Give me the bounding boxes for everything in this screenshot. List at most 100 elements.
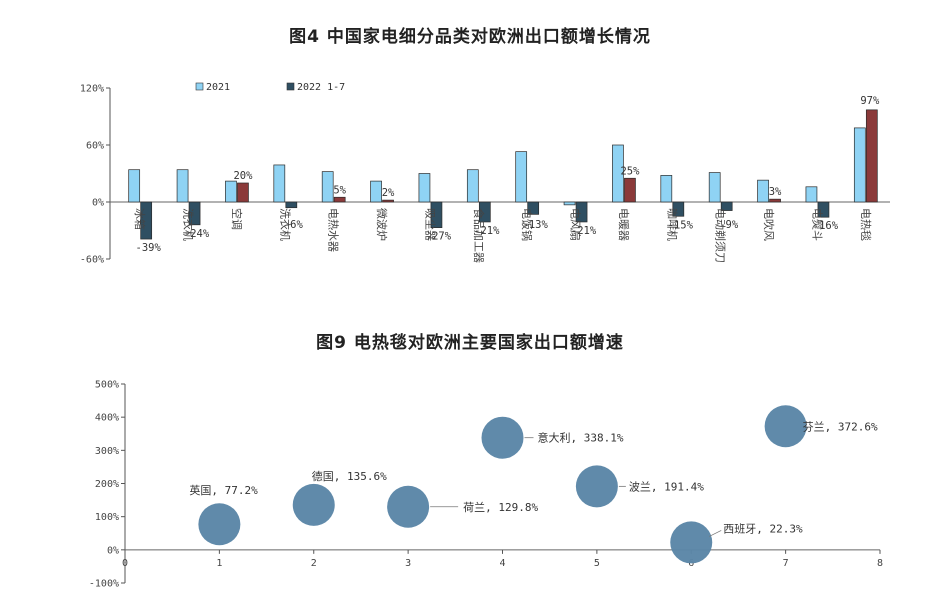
bubble-point	[481, 416, 524, 459]
legend-label: 2021	[206, 82, 230, 93]
x-tick-label: 7	[783, 558, 789, 569]
bar-2021	[708, 172, 721, 203]
category-label: 电暖器	[617, 208, 630, 241]
y-tick-label: 60%	[86, 141, 104, 152]
bubble-point	[670, 521, 713, 564]
data-label: -21%	[571, 225, 597, 237]
data-label: 5%	[333, 184, 346, 196]
bar-2022	[140, 201, 153, 240]
bar-2022	[720, 201, 733, 211]
x-tick-label: 0	[122, 558, 128, 569]
bar-2022	[237, 182, 249, 203]
bubble-label: 英国, 77.2%	[189, 483, 258, 497]
bar-2021	[128, 169, 141, 203]
category-label: 洗衣机	[278, 208, 292, 241]
bar-2022	[624, 177, 636, 203]
bubble-point	[198, 503, 241, 546]
bar-2022	[527, 201, 540, 215]
x-tick-label: 1	[216, 558, 222, 569]
bar-2021	[370, 180, 382, 203]
bar-2022	[575, 201, 588, 223]
y-tick-label: 400%	[95, 413, 119, 424]
bubble-label: 德国, 135.6%	[312, 469, 387, 483]
bubble-point	[764, 405, 807, 448]
category-label: 电饭锅	[520, 208, 533, 241]
category-label: 咖啡机	[665, 208, 679, 241]
category-label: 冰箱	[133, 208, 147, 230]
category-label: 空调	[230, 208, 244, 230]
bar-2022	[478, 201, 491, 223]
bar-2022	[430, 201, 443, 228]
y-tick-label: 0%	[107, 545, 119, 556]
bar-2021	[515, 151, 528, 203]
bar-2021	[466, 169, 479, 203]
chart1-title: 图4 中国家电细分品类对欧洲出口额增长情况	[289, 27, 651, 47]
bar-2021	[563, 201, 576, 206]
x-tick-label: 8	[877, 558, 883, 569]
bar-2022	[817, 201, 830, 218]
bubble-label: 荷兰, 129.8%	[463, 501, 538, 514]
bar-2022	[188, 201, 201, 226]
y-tick-label: -60%	[80, 255, 104, 266]
category-label: 电熨斗	[810, 208, 824, 241]
data-label: 20%	[233, 170, 253, 182]
bar-2021	[176, 169, 189, 203]
bubble-label: 芬兰, 372.6%	[803, 420, 878, 433]
data-label: -16%	[813, 220, 839, 232]
data-label: -9%	[719, 219, 739, 231]
y-tick-label: 0%	[92, 198, 104, 209]
category-label: 电热水器	[327, 208, 340, 252]
x-tick-label: 3	[405, 558, 411, 569]
bar-2021	[612, 144, 624, 203]
data-label: -24%	[184, 228, 210, 240]
data-label: -15%	[668, 219, 694, 231]
y-tick-label: 120%	[80, 84, 104, 95]
bar-2021	[418, 173, 431, 203]
bubble-label: 西班牙, 22.3%	[723, 522, 803, 535]
bubble-point	[292, 483, 335, 526]
data-label: 3%	[769, 186, 782, 198]
x-tick-label: 4	[499, 558, 505, 569]
category-label: 电热毯	[859, 208, 873, 241]
bar-2021	[273, 164, 286, 203]
bar-2021	[853, 127, 866, 203]
bubble-point	[387, 485, 430, 528]
bar-2022	[769, 198, 781, 203]
data-label: -13%	[523, 219, 549, 231]
bar-2022	[382, 199, 394, 203]
bubble-label: 意大利, 338.1%	[538, 431, 624, 445]
bar-2021	[757, 179, 769, 203]
bar-2021	[321, 171, 334, 203]
bar-2022	[672, 201, 685, 217]
y-tick-label: 100%	[95, 512, 119, 523]
leader-line	[709, 530, 722, 537]
category-label: 食品加工器	[472, 208, 486, 263]
data-label: -6%	[284, 219, 304, 231]
y-tick-label: -100%	[89, 579, 119, 590]
x-tick-label: 2	[311, 558, 317, 569]
legend-label: 2022 1-7	[297, 82, 345, 93]
bar-2022	[333, 196, 346, 203]
data-label: -21%	[474, 225, 500, 237]
chart2-title: 图9 电热毯对欧洲主要国家出口额增速	[316, 333, 624, 353]
x-tick-label: 5	[594, 558, 600, 569]
category-label: 吸尘器	[423, 208, 436, 241]
bar-2021	[805, 186, 818, 203]
bar-2022	[865, 109, 878, 203]
bubble-label: 波兰, 191.4%	[629, 480, 704, 493]
bar-2022	[285, 201, 298, 209]
data-label: 2%	[382, 187, 395, 199]
y-tick-label: 500%	[95, 380, 119, 391]
bar-2021	[225, 180, 237, 203]
category-label: 电风扇	[569, 208, 583, 241]
bubble-point	[575, 465, 618, 508]
data-label: 97%	[860, 95, 880, 107]
bar-2021	[660, 175, 673, 203]
category-label: 电吹风	[762, 208, 775, 241]
y-tick-label: 300%	[95, 446, 119, 457]
legend-swatch-2021	[195, 82, 204, 91]
legend-swatch-2022	[286, 82, 295, 91]
data-label: -39%	[136, 242, 162, 254]
